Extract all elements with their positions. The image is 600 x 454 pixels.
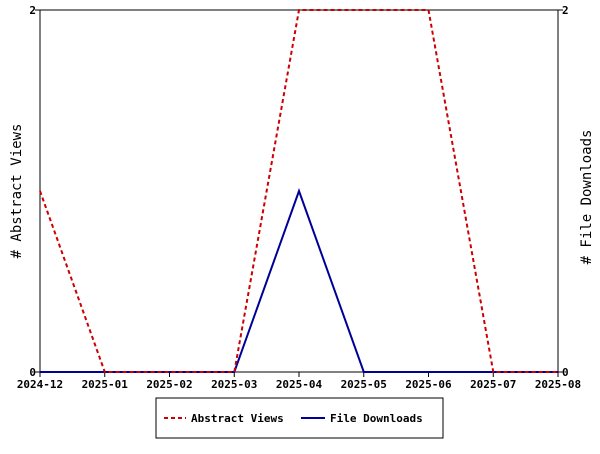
series-line-file-downloads bbox=[40, 188, 558, 373]
y-left-tick-label: 2 bbox=[29, 4, 36, 17]
x-tick-label: 2025-08 bbox=[535, 378, 581, 391]
labels-layer: # Abstract Views # File Downloads bbox=[9, 124, 595, 265]
y-right-tick-label: 0 bbox=[562, 366, 569, 379]
series-layer bbox=[39, 9, 558, 373]
x-tick-label: 2025-03 bbox=[211, 378, 257, 391]
legend: Abstract Views File Downloads bbox=[155, 397, 444, 439]
legend-label-abstract-views: Abstract Views bbox=[191, 412, 284, 425]
x-tick-label: 2025-06 bbox=[405, 378, 452, 391]
legend-label-file-downloads: File Downloads bbox=[330, 412, 423, 425]
legend-box bbox=[155, 397, 444, 439]
y-left-tick-label: 0 bbox=[29, 366, 36, 379]
x-tick-label: 2025-02 bbox=[146, 378, 192, 391]
y-axis-right-title: # File Downloads bbox=[579, 130, 595, 265]
x-tick-label: 2025-05 bbox=[341, 378, 387, 391]
x-tick-label: 2025-07 bbox=[470, 378, 516, 391]
y-right-tick-label: 2 bbox=[562, 4, 569, 17]
y-axis-left-title: # Abstract Views bbox=[9, 124, 25, 259]
axes-layer: 2024-12 2025-01 2025-02 2025-03 2025-04 2025-… bbox=[17, 4, 581, 391]
series-line-abstract-views bbox=[39, 9, 558, 373]
x-tick-label: 2025-04 bbox=[276, 378, 323, 391]
x-tick-label: 2025-01 bbox=[82, 378, 129, 391]
x-tick-label: 2024-12 bbox=[17, 378, 63, 391]
